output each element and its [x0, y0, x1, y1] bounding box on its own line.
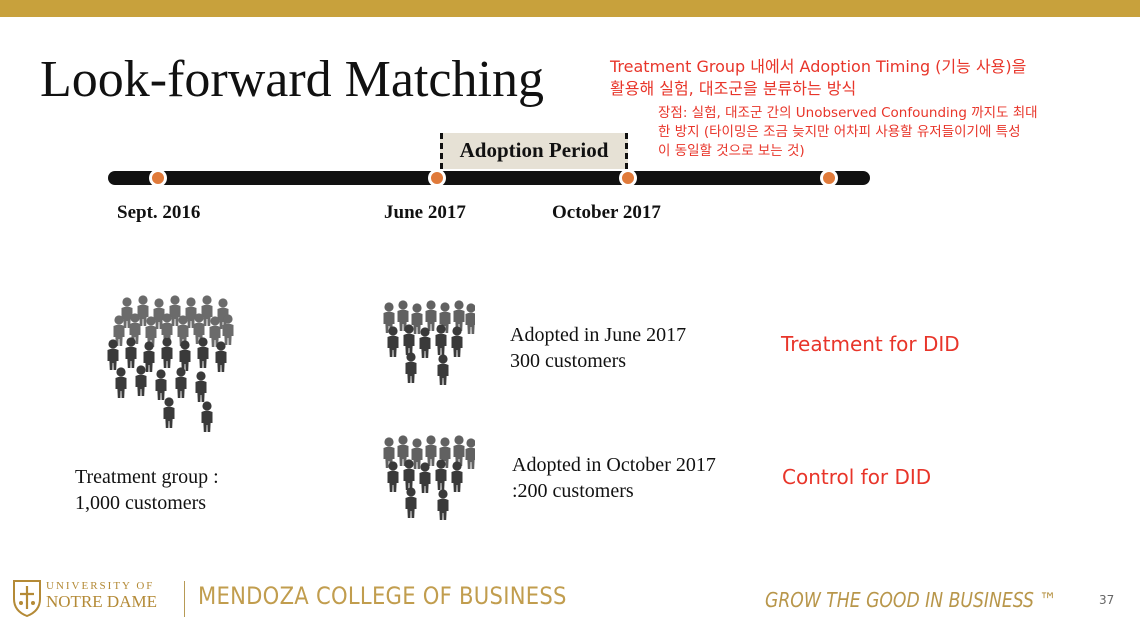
- adoption-period-label: Adoption Period: [459, 138, 609, 162]
- slide-title: Look-forward Matching: [40, 51, 544, 108]
- control-for-did-label: Control for DID: [782, 465, 932, 489]
- june-adopters-line-1: Adopted in June 2017: [510, 324, 687, 346]
- date-label-october-2017: October 2017: [552, 202, 661, 223]
- crowd-large-icon: [107, 295, 234, 432]
- adoption-period-box: [440, 133, 628, 169]
- june-adopters-text: Adopted in June 2017 300 customers: [510, 322, 686, 374]
- crowd-october-icon: [383, 435, 475, 520]
- footer-divider: [184, 581, 185, 617]
- date-label-sept-2016: Sept. 2016: [117, 202, 201, 223]
- annotation-sub: 장점: 실험, 대조군 간의 Unobserved Confounding 까지…: [658, 104, 1038, 161]
- notre-dame-shield-icon: [13, 580, 41, 617]
- treatment-group-text: Treatment group : 1,000 customers: [75, 464, 219, 516]
- october-adopters-line-1: Adopted in October 2017: [512, 454, 716, 476]
- october-adopters-text: Adopted in October 2017 :200 customers: [512, 452, 716, 504]
- annotation-line-1: Treatment Group 내에서 Adoption Timing (기능 …: [610, 57, 1027, 76]
- timeline-dot-october-2017: [619, 169, 637, 187]
- date-label-june-2017: June 2017: [384, 202, 466, 223]
- treatment-group-line-2: 1,000 customers: [75, 492, 207, 514]
- treatment-for-did-label: Treatment for DID: [781, 332, 960, 356]
- university-of-text: UNIVERSITY OF: [46, 580, 155, 592]
- page-number: 37: [1099, 593, 1115, 607]
- annotation-sub-line-2: 한 방지 (타이밍은 조금 늦지만 어차피 사용할 유저들이기에 특성: [658, 124, 1021, 140]
- mendoza-college-text: MENDOZA COLLEGE OF BUSINESS: [198, 582, 567, 610]
- annotation-main: Treatment Group 내에서 Adoption Timing (기능 …: [610, 56, 1026, 100]
- timeline-bar: [108, 171, 870, 185]
- annotation-line-2: 활용해 실험, 대조군을 분류하는 방식: [610, 79, 857, 98]
- annotation-sub-line-3: 이 동일할 것으로 보는 것): [658, 143, 805, 159]
- top-accent-bar: [0, 0, 1140, 17]
- timeline-dot-end: [820, 169, 838, 187]
- annotation-sub-line-1: 장점: 실험, 대조군 간의 Unobserved Confounding 까지…: [658, 105, 1038, 121]
- october-adopters-line-2: :200 customers: [512, 480, 634, 502]
- treatment-group-line-1: Treatment group :: [75, 466, 219, 488]
- june-adopters-line-2: 300 customers: [510, 350, 627, 372]
- timeline-dot-sept-2016: [149, 169, 167, 187]
- timeline-dot-june-2017: [428, 169, 446, 187]
- crowd-june-icon: [383, 300, 475, 385]
- notre-dame-text: NOTRE DAME: [46, 592, 157, 611]
- footer-tagline: GROW THE GOOD IN BUSINESS ™: [765, 588, 1057, 612]
